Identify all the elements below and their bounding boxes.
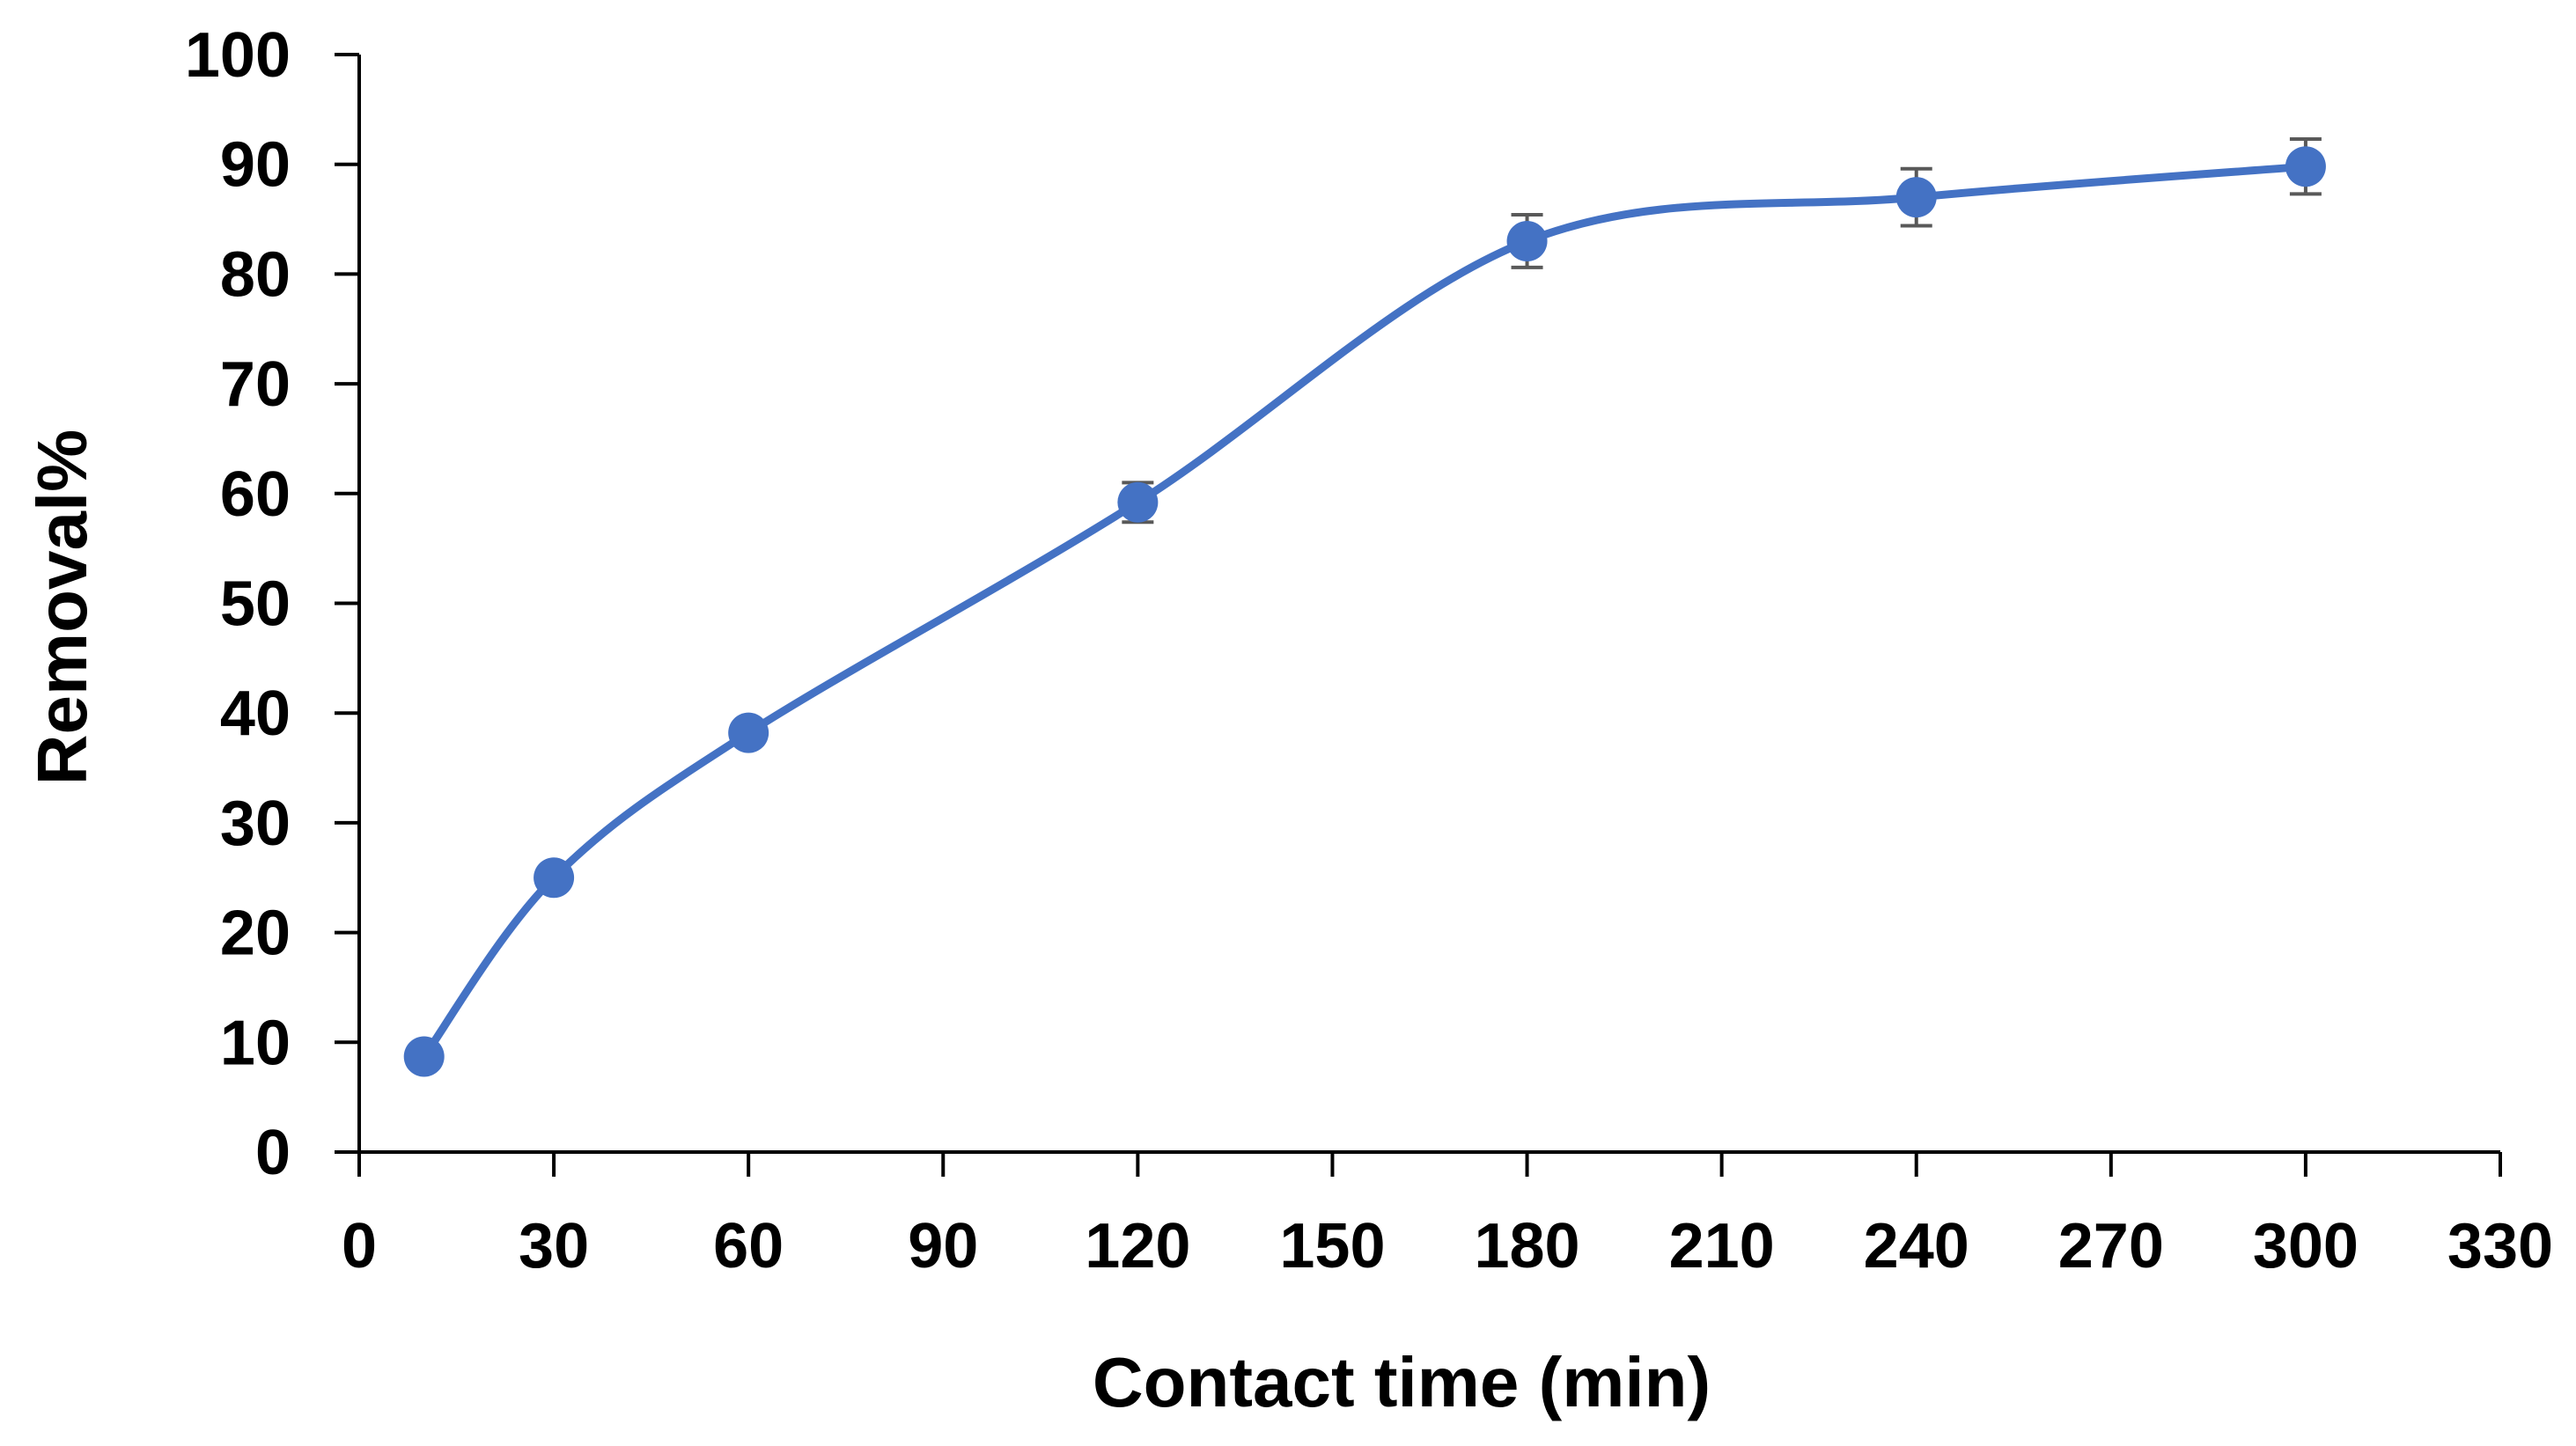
data-point bbox=[1506, 220, 1548, 261]
y-tick-label: 20 bbox=[220, 899, 291, 969]
data-series bbox=[403, 137, 2326, 1077]
x-tick-label: 270 bbox=[2058, 1211, 2164, 1281]
y-tick-label: 60 bbox=[220, 459, 291, 530]
y-tick-label: 30 bbox=[220, 789, 291, 859]
y-tick-label: 100 bbox=[185, 20, 291, 91]
data-point bbox=[2285, 146, 2326, 187]
x-tick-label: 300 bbox=[2253, 1211, 2359, 1281]
x-tick-label: 30 bbox=[519, 1211, 589, 1281]
y-tick-label: 80 bbox=[220, 239, 291, 310]
y-tick-label: 90 bbox=[220, 130, 291, 201]
y-tick-label: 0 bbox=[255, 1118, 291, 1188]
y-tick-label: 50 bbox=[220, 569, 291, 640]
y-axis-title: Removal% bbox=[23, 429, 101, 786]
x-tick-label: 120 bbox=[1085, 1211, 1190, 1281]
series-line bbox=[420, 162, 2310, 1061]
x-tick-label: 0 bbox=[342, 1211, 377, 1281]
data-point bbox=[728, 712, 769, 753]
data-point bbox=[1895, 177, 1937, 218]
data-point bbox=[403, 1036, 445, 1077]
x-axis-title: Contact time (min) bbox=[1093, 1343, 1711, 1421]
y-tick-label: 10 bbox=[220, 1008, 291, 1078]
data-point bbox=[534, 857, 575, 899]
y-tick-label: 40 bbox=[220, 679, 291, 749]
x-tick-label: 330 bbox=[2447, 1211, 2553, 1281]
x-tick-label: 90 bbox=[908, 1211, 978, 1281]
x-tick-label: 180 bbox=[1474, 1211, 1579, 1281]
x-tick-label: 240 bbox=[1864, 1211, 1969, 1281]
x-tick-label: 210 bbox=[1669, 1211, 1775, 1281]
axes bbox=[335, 53, 2502, 1177]
tick-labels: 0 10 20 30 40 50 60 70 80 90 100 0 30 60 90 120 150 180 21… bbox=[185, 20, 2553, 1281]
y-tick-label: 70 bbox=[220, 349, 291, 420]
x-tick-label: 60 bbox=[713, 1211, 784, 1281]
data-point bbox=[1117, 481, 1159, 523]
x-tick-label: 150 bbox=[1279, 1211, 1385, 1281]
